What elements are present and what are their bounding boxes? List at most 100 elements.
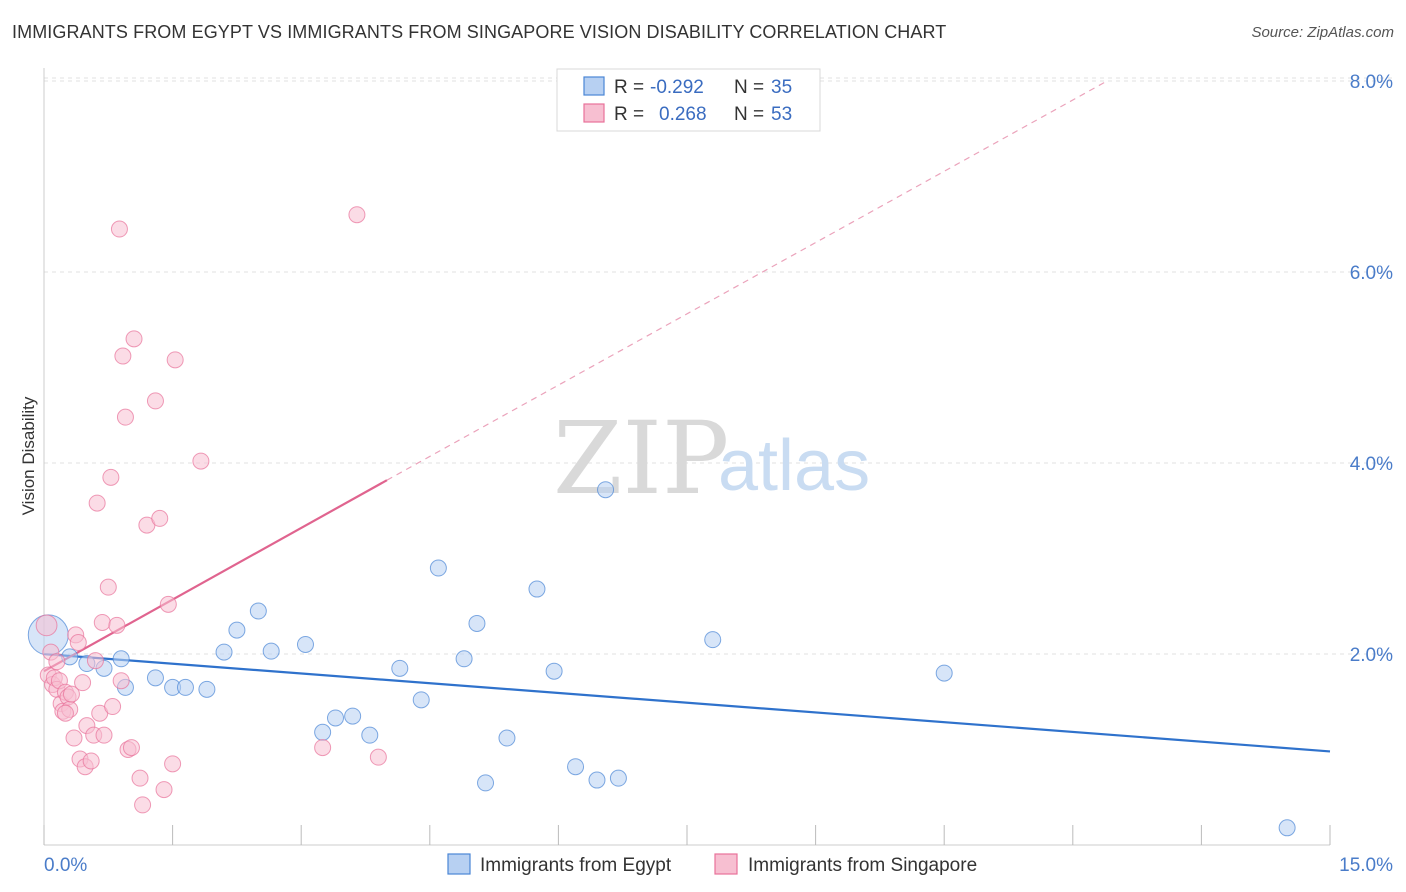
singapore-point — [74, 674, 92, 692]
gridlines — [44, 77, 1393, 655]
singapore-point — [102, 468, 120, 486]
singapore-point — [35, 614, 58, 637]
chart-title: IMMIGRANTS FROM EGYPT VS IMMIGRANTS FROM… — [12, 22, 947, 42]
legend-egypt-r-value: -0.292 — [650, 77, 704, 98]
data-points — [27, 206, 1296, 837]
axes — [43, 68, 1331, 846]
singapore-point — [93, 613, 111, 631]
singapore-point — [112, 672, 130, 690]
singapore-point — [166, 351, 184, 369]
legend-egypt-n-value: 35 — [771, 77, 792, 98]
bottom-legend-singapore-label: Immigrants from Singapore — [748, 855, 977, 876]
egypt-point — [597, 481, 615, 499]
egypt-point — [455, 650, 473, 668]
singapore-point — [131, 769, 149, 787]
egypt-point — [361, 726, 379, 744]
singapore-point — [314, 739, 332, 757]
egypt-point — [477, 774, 495, 792]
egypt-point — [326, 709, 344, 727]
watermark-atlas: atlas — [718, 426, 870, 506]
singapore-point — [82, 752, 100, 770]
egypt-point — [429, 559, 447, 577]
egypt-point — [935, 664, 953, 682]
egypt-point — [314, 723, 332, 741]
egypt-point — [176, 678, 194, 696]
egypt-point — [296, 635, 314, 653]
singapore-point — [108, 616, 126, 634]
egypt-point — [1278, 819, 1296, 837]
singapore-point — [114, 347, 132, 365]
egypt-point — [146, 669, 164, 687]
tick-labels: 2.0% 4.0% 6.0% 8.0% 0.0% 15.0% — [44, 72, 1393, 876]
legend-egypt-r-label: R = — [614, 77, 644, 98]
bottom-legend: Immigrants from Egypt Immigrants from Si… — [447, 853, 977, 876]
singapore-trend-line — [43, 479, 388, 673]
egypt-point — [498, 729, 516, 747]
singapore-point — [104, 698, 122, 716]
singapore-point — [56, 704, 74, 722]
egypt-point — [344, 707, 362, 725]
trend-lines — [43, 80, 1331, 753]
singapore-point — [116, 408, 134, 426]
egypt-point — [528, 580, 546, 598]
singapore-point — [134, 796, 152, 814]
singapore-point — [151, 509, 169, 527]
egypt-point — [609, 769, 627, 787]
singapore-point — [192, 452, 210, 470]
legend-singapore-n-label: N = — [734, 104, 764, 125]
watermark: ZIP atlas — [553, 400, 870, 517]
y-axis-label: Vision Disability — [19, 396, 38, 515]
egypt-trend-line — [43, 652, 1331, 753]
singapore-point — [88, 494, 106, 512]
singapore-point — [69, 634, 87, 652]
egypt-point — [588, 771, 606, 789]
singapore-point — [122, 739, 140, 757]
y-tick-label: 2.0% — [1350, 645, 1393, 666]
x-tick-label: 15.0% — [1339, 855, 1393, 876]
egypt-point — [228, 621, 246, 639]
legend-egypt-swatch — [583, 76, 605, 96]
egypt-point — [215, 643, 233, 661]
y-tick-label: 4.0% — [1350, 454, 1393, 475]
singapore-point — [95, 726, 113, 744]
singapore-point — [369, 748, 387, 766]
egypt-point — [198, 680, 216, 698]
singapore-point — [48, 653, 66, 671]
singapore-point — [348, 206, 366, 224]
singapore-point — [155, 781, 173, 799]
singapore-point — [62, 685, 80, 703]
legend-singapore-swatch — [583, 103, 605, 123]
egypt-point — [112, 650, 130, 668]
egypt-point — [412, 691, 430, 709]
bottom-legend-egypt-label: Immigrants from Egypt — [480, 855, 672, 876]
legend-singapore-r-value: 0.268 — [659, 104, 707, 125]
y-tick-label: 6.0% — [1350, 263, 1393, 284]
singapore-point — [110, 220, 128, 238]
bottom-legend-singapore-swatch — [714, 853, 738, 875]
singapore-point — [159, 595, 177, 613]
egypt-point — [567, 758, 585, 776]
legend-egypt-n-label: N = — [734, 77, 764, 98]
singapore-point — [164, 755, 182, 773]
legend: R = -0.292 N = 35 R = 0.268 N = 53 — [556, 68, 821, 132]
legend-singapore-n-value: 53 — [771, 104, 792, 125]
egypt-point — [262, 642, 280, 660]
x-tick-label: 0.0% — [44, 855, 87, 876]
source-credit: Source: ZipAtlas.com — [1251, 24, 1394, 41]
egypt-point — [391, 659, 409, 677]
y-tick-label: 8.0% — [1350, 72, 1393, 93]
egypt-point — [704, 631, 722, 649]
singapore-point — [125, 330, 143, 348]
singapore-point — [65, 729, 83, 747]
singapore-point — [146, 392, 164, 410]
bottom-legend-egypt-swatch — [447, 853, 471, 875]
egypt-point — [545, 662, 563, 680]
singapore-point — [86, 652, 104, 670]
singapore-trend-extension — [386, 80, 1108, 481]
egypt-point — [249, 602, 267, 620]
watermark-zip: ZIP — [553, 400, 729, 517]
legend-singapore-r-label: R = — [614, 104, 644, 125]
egypt-point — [468, 614, 486, 632]
singapore-point — [99, 578, 117, 596]
